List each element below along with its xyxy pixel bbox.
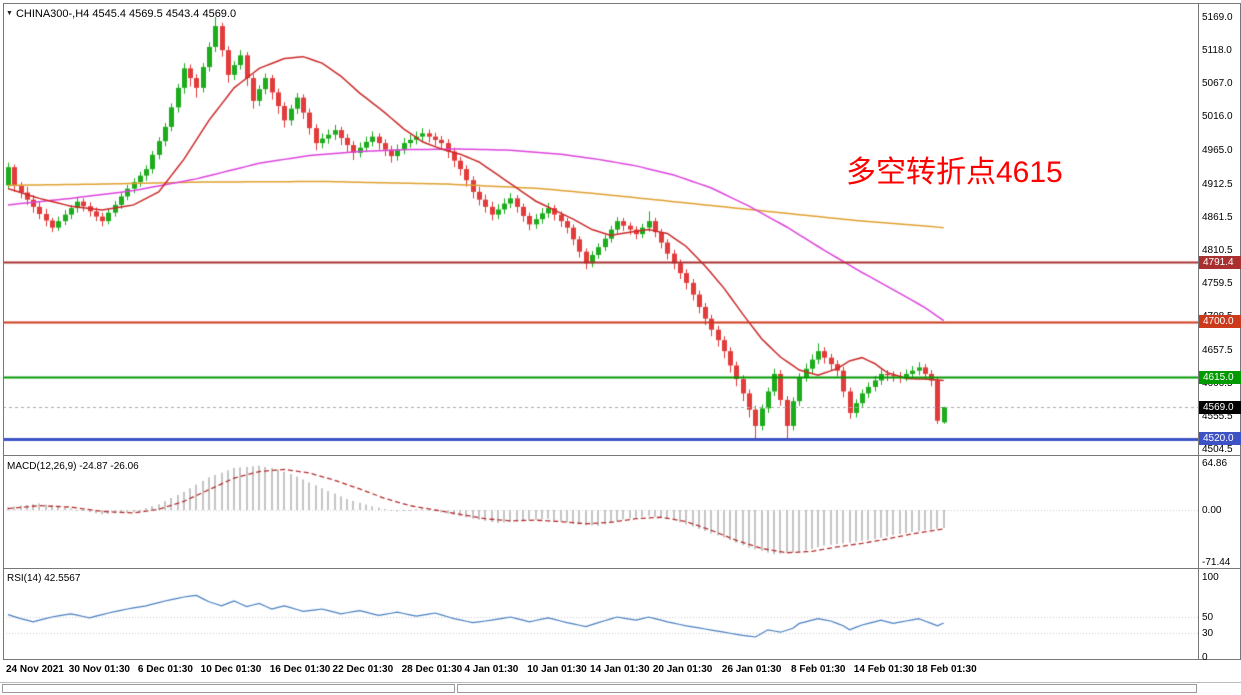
time-axis-label: 16 Dec 01:30 (269, 664, 331, 675)
time-axis-label: 14 Feb 01:30 (853, 664, 914, 675)
symbol-ohlc-text: CHINA300-,H4 4545.4 4569.5 4543.4 4569.0 (15, 8, 237, 20)
time-axis-label: 6 Dec 01:30 (137, 664, 193, 675)
hline-price-tag: 4520.0 (1199, 432, 1241, 445)
bottom-scrollbar-right-segment[interactable] (457, 684, 1197, 693)
price-axis-tick: 4759.5 (1202, 278, 1233, 290)
time-axis-label: 4 Jan 01:30 (464, 664, 519, 675)
price-axis-tick: 5169.0 (1202, 12, 1233, 23)
hline-price-tag: 4615.0 (1199, 371, 1241, 384)
time-axis-label: 18 Feb 01:30 (916, 664, 977, 675)
price-axis-tick: 4657.5 (1202, 344, 1233, 356)
macd-axis-tick: 64.86 (1202, 457, 1228, 469)
bottom-scrollbar-left-segment[interactable] (2, 684, 455, 693)
macd-axis-tick: -71.44 (1202, 556, 1231, 568)
macd-rsi-divider[interactable] (3, 568, 1241, 569)
rsi-chart-canvas[interactable] (3, 569, 1198, 659)
time-axis-label: 22 Dec 01:30 (332, 664, 394, 675)
pivot-annotation-text[interactable]: 多空转折点4615 (846, 156, 1063, 189)
macd-axis-tick: 0.00 (1202, 505, 1222, 516)
time-axis-label: 14 Jan 01:30 (590, 664, 650, 675)
price-axis-tick: 5118.0 (1202, 45, 1232, 57)
price-axis-tick: 4810.5 (1202, 245, 1233, 257)
price-axis-tick: 4861.5 (1202, 211, 1233, 223)
macd-chart-canvas[interactable] (3, 456, 1198, 568)
price-axis-tick: 5016.0 (1202, 111, 1233, 123)
hline-price-tag: 4791.4 (1199, 256, 1241, 269)
rsi-axis-tick: 0 (1202, 652, 1208, 663)
rsi-axis-tick: 30 (1202, 628, 1214, 639)
one-click-trading-arrow-icon[interactable]: ▼ (6, 10, 13, 17)
time-axis-label: 24 Nov 2021 (6, 664, 64, 675)
price-axis-tick: 4555.5 (1202, 410, 1233, 422)
top-border (3, 3, 1241, 4)
time-axis-label: 26 Jan 01:30 (721, 664, 782, 675)
time-axis-label: 28 Dec 01:30 (401, 664, 463, 675)
bottom-strip-divider (0, 682, 1241, 683)
price-chart-canvas[interactable] (3, 3, 1198, 455)
hline-price-tag: 4700.0 (1199, 315, 1241, 328)
symbol-ohlc-label: ▼ CHINA300-,H4 4545.4 4569.5 4543.4 4569.… (6, 8, 236, 20)
time-axis-label: 8 Feb 01:30 (791, 664, 846, 675)
time-axis-label: 30 Nov 01:30 (68, 664, 130, 675)
time-scale[interactable] (3, 660, 1198, 681)
rsi-axis-tick: 100 (1202, 572, 1219, 583)
macd-label: MACD(12,26,9) -24.87 -26.06 (7, 461, 139, 472)
time-axis-label: 20 Jan 01:30 (652, 664, 713, 675)
current-price-tag: 4569.0 (1199, 401, 1241, 414)
rsi-label: RSI(14) 42.5567 (7, 573, 81, 584)
price-axis-tick: 5067.0 (1202, 78, 1233, 90)
price-axis-tick: 4912.5 (1202, 178, 1233, 190)
left-border (3, 3, 4, 659)
time-axis-label: 10 Dec 01:30 (200, 664, 262, 675)
price-axis-tick: 4504.5 (1202, 444, 1233, 455)
price-scale-separator (1198, 3, 1199, 659)
time-axis-label: 10 Jan 01:30 (527, 664, 587, 675)
rsi-axis-tick: 50 (1202, 612, 1214, 623)
rsi-timescale-divider (3, 659, 1241, 660)
main-macd-divider[interactable] (3, 455, 1241, 456)
price-axis-tick: 4965.0 (1202, 144, 1233, 156)
price-scale[interactable] (1199, 3, 1241, 659)
